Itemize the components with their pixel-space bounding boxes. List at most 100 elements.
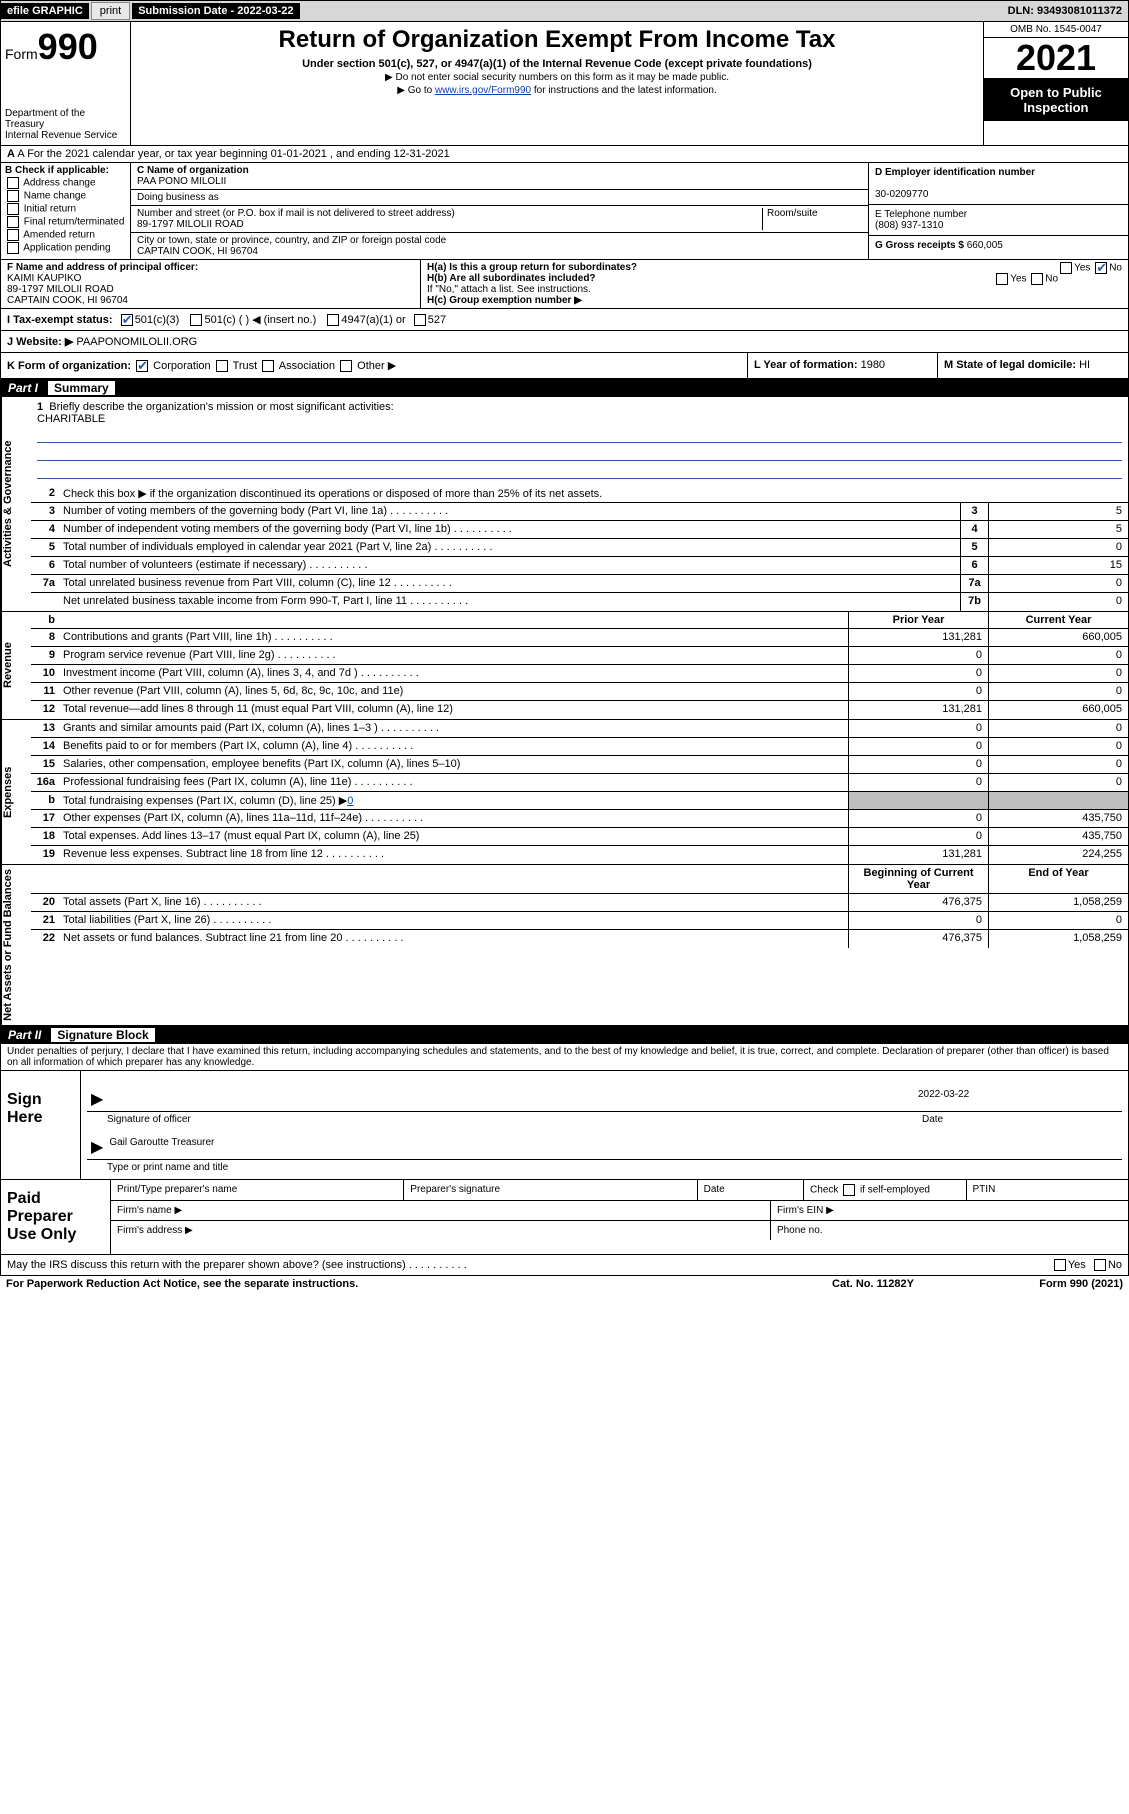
tax-status-row: I Tax-exempt status: 501(c)(3) 501(c) ( … bbox=[0, 309, 1129, 331]
revenue-label: Revenue bbox=[1, 612, 31, 719]
part2-header: Part II Signature Block bbox=[0, 1026, 1129, 1044]
street-address: 89-1797 MILOLII ROAD bbox=[137, 219, 244, 230]
c10: 0 bbox=[988, 665, 1128, 682]
form-number: 990 bbox=[38, 26, 98, 67]
col-l-year: L Year of formation: 1980 bbox=[748, 353, 938, 378]
p12: 131,281 bbox=[848, 701, 988, 719]
chk-association[interactable] bbox=[262, 360, 274, 372]
paid-preparer-block: Paid Preparer Use Only Print/Type prepar… bbox=[0, 1180, 1129, 1255]
p10: 0 bbox=[848, 665, 988, 682]
sign-here-block: Sign Here ▶2022-03-22 Signature of offic… bbox=[0, 1071, 1129, 1180]
p15: 0 bbox=[848, 756, 988, 773]
c8: 660,005 bbox=[988, 629, 1128, 646]
c13: 0 bbox=[988, 720, 1128, 737]
col-k-form-org: K Form of organization: Corporation Trus… bbox=[1, 353, 748, 378]
submission-date: Submission Date - 2022-03-22 bbox=[132, 3, 299, 19]
efile-label: efile GRAPHIC bbox=[1, 3, 89, 19]
chk-501c3[interactable] bbox=[121, 314, 133, 326]
footer: For Paperwork Reduction Act Notice, see … bbox=[0, 1276, 1129, 1292]
chk-trust[interactable] bbox=[216, 360, 228, 372]
netassets-label: Net Assets or Fund Balances bbox=[1, 865, 31, 1025]
header-left: Form990 Department of the Treasury Inter… bbox=[1, 22, 131, 145]
chk-initial-return[interactable]: Initial return bbox=[5, 203, 126, 215]
col-c-org-info: C Name of organization PAA PONO MILOLII … bbox=[131, 163, 868, 259]
ha-yes[interactable] bbox=[1060, 262, 1072, 274]
ha-no[interactable] bbox=[1095, 262, 1107, 274]
c16a: 0 bbox=[988, 774, 1128, 791]
print-button[interactable]: print bbox=[91, 2, 130, 20]
c17: 435,750 bbox=[988, 810, 1128, 827]
chk-name-change[interactable]: Name change bbox=[5, 190, 126, 202]
chk-other[interactable] bbox=[340, 360, 352, 372]
row-fh: F Name and address of principal officer:… bbox=[0, 260, 1129, 309]
form-title: Return of Organization Exempt From Incom… bbox=[135, 26, 979, 54]
fundraising-link[interactable]: 0 bbox=[347, 795, 353, 807]
val-4: 5 bbox=[988, 521, 1128, 538]
p11: 0 bbox=[848, 683, 988, 700]
discuss-yes[interactable] bbox=[1054, 1259, 1066, 1271]
row-klm: K Form of organization: Corporation Trus… bbox=[0, 353, 1129, 379]
chk-501c[interactable] bbox=[190, 314, 202, 326]
sig-intro: Under penalties of perjury, I declare th… bbox=[0, 1044, 1129, 1071]
irs-discuss-row: May the IRS discuss this return with the… bbox=[0, 1255, 1129, 1276]
sig-date: 2022-03-22 bbox=[918, 1089, 1118, 1109]
c9: 0 bbox=[988, 647, 1128, 664]
form-subtitle: Under section 501(c), 527, or 4947(a)(1)… bbox=[135, 58, 979, 70]
note-ssn: ▶ Do not enter social security numbers o… bbox=[135, 72, 979, 83]
hb-no[interactable] bbox=[1031, 273, 1043, 285]
note-goto: ▶ Go to www.irs.gov/Form990 for instruct… bbox=[135, 85, 979, 96]
omb-number: OMB No. 1545-0047 bbox=[984, 22, 1128, 38]
col-d-ein-tel: D Employer identification number 30-0209… bbox=[868, 163, 1128, 259]
chk-final-return[interactable]: Final return/terminated bbox=[5, 216, 126, 228]
row-a-tax-year: A A For the 2021 calendar year, or tax y… bbox=[0, 146, 1129, 163]
c20: 1,058,259 bbox=[988, 894, 1128, 911]
c15: 0 bbox=[988, 756, 1128, 773]
c11: 0 bbox=[988, 683, 1128, 700]
topbar: efile GRAPHIC print Submission Date - 20… bbox=[0, 0, 1129, 22]
col-h-group: H(a) Is this a group return for subordin… bbox=[421, 260, 1128, 308]
val-7b: 0 bbox=[988, 593, 1128, 611]
website-row: J Website: ▶ PAAPONOMILOLII.ORG bbox=[0, 331, 1129, 353]
open-inspection: Open to Public Inspection bbox=[984, 79, 1128, 121]
chk-corporation[interactable] bbox=[136, 360, 148, 372]
chk-address-change[interactable]: Address change bbox=[5, 177, 126, 189]
chk-application-pending[interactable]: Application pending bbox=[5, 242, 126, 254]
ein: 30-0209770 bbox=[875, 189, 928, 200]
section-bcd: B Check if applicable: Address change Na… bbox=[0, 163, 1129, 260]
form-header: Form990 Department of the Treasury Inter… bbox=[0, 22, 1129, 146]
irs-link[interactable]: www.irs.gov/Form990 bbox=[435, 85, 531, 96]
chk-self-employed[interactable] bbox=[843, 1184, 855, 1196]
col-f-officer: F Name and address of principal officer:… bbox=[1, 260, 421, 308]
officer-name: KAIMI KAUPIKO bbox=[7, 273, 81, 284]
c21: 0 bbox=[988, 912, 1128, 929]
c19: 224,255 bbox=[988, 846, 1128, 864]
paid-preparer-label: Paid Preparer Use Only bbox=[1, 1180, 111, 1254]
dept-treasury: Department of the Treasury bbox=[5, 108, 126, 130]
governance-label: Activities & Governance bbox=[1, 397, 31, 611]
expenses-section: Expenses 13Grants and similar amounts pa… bbox=[0, 720, 1129, 865]
val-3: 5 bbox=[988, 503, 1128, 520]
chk-527[interactable] bbox=[414, 314, 426, 326]
p22: 476,375 bbox=[848, 930, 988, 948]
hb-yes[interactable] bbox=[996, 273, 1008, 285]
irs-label: Internal Revenue Service bbox=[5, 130, 126, 141]
part1-header: Part I Summary bbox=[0, 379, 1129, 397]
chk-amended-return[interactable]: Amended return bbox=[5, 229, 126, 241]
discuss-no[interactable] bbox=[1094, 1259, 1106, 1271]
col-m-domicile: M State of legal domicile: HI bbox=[938, 353, 1128, 378]
col-b-checkboxes: B Check if applicable: Address change Na… bbox=[1, 163, 131, 259]
val-7a: 0 bbox=[988, 575, 1128, 592]
dln: DLN: 93493081011372 bbox=[1008, 5, 1128, 17]
netassets-section: Net Assets or Fund Balances Beginning of… bbox=[0, 865, 1129, 1026]
chk-4947[interactable] bbox=[327, 314, 339, 326]
p21: 0 bbox=[848, 912, 988, 929]
form-label: Form bbox=[5, 46, 38, 62]
p14: 0 bbox=[848, 738, 988, 755]
org-name: PAA PONO MILOLII bbox=[137, 176, 226, 187]
c18: 435,750 bbox=[988, 828, 1128, 845]
p18: 0 bbox=[848, 828, 988, 845]
c12: 660,005 bbox=[988, 701, 1128, 719]
revenue-section: Revenue bPrior YearCurrent Year 8Contrib… bbox=[0, 612, 1129, 720]
city-state-zip: CAPTAIN COOK, HI 96704 bbox=[137, 246, 258, 257]
gross-receipts: 660,005 bbox=[967, 240, 1003, 251]
